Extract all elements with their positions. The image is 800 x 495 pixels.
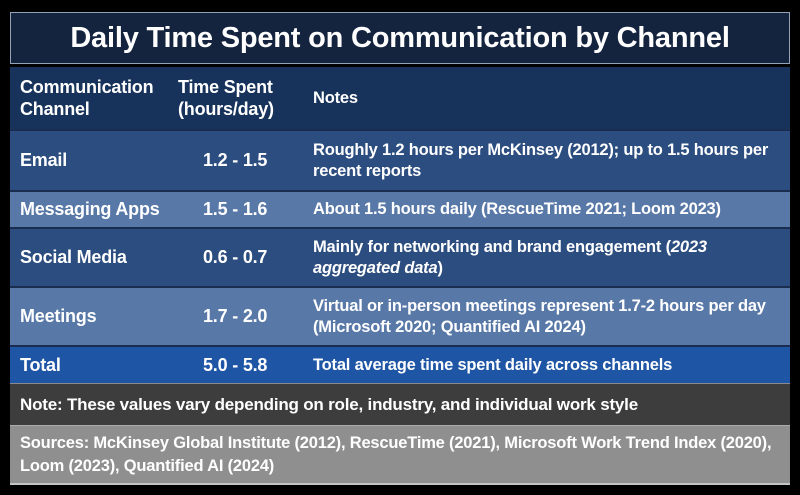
cell-time: 0.6 - 0.7: [203, 247, 268, 268]
note-text: Virtual or in-person meetings represent …: [313, 296, 766, 336]
cell-channel: Messaging Apps: [20, 199, 160, 220]
table-row-messaging-apps: Messaging Apps 1.5 - 1.6 About 1.5 hours…: [10, 190, 790, 227]
header-communication-channel: Communication Channel: [20, 76, 154, 120]
table-header-row: Communication Channel Time Spent (hours/…: [10, 67, 790, 129]
cell-note: Virtual or in-person meetings represent …: [290, 296, 790, 337]
cell-note: Total average time spent daily across ch…: [290, 355, 790, 376]
note-text: Roughly 1.2 hours per McKinsey (2012); u…: [313, 140, 769, 180]
cell-time: 1.5 - 1.6: [203, 199, 268, 220]
slide-content: Daily Time Spent on Communication by Cha…: [10, 12, 790, 485]
note-text: Mainly for networking and brand engageme…: [313, 237, 671, 256]
cell-time: 1.2 - 1.5: [203, 150, 268, 171]
cell-note: About 1.5 hours daily (RescueTime 2021; …: [290, 199, 790, 220]
cell-note: Mainly for networking and brand engageme…: [290, 237, 790, 278]
header-notes: Notes: [313, 88, 358, 107]
note-text: About 1.5 hours daily (RescueTime 2021; …: [313, 200, 721, 219]
cell-note: Roughly 1.2 hours per McKinsey (2012); u…: [290, 140, 790, 181]
cell-channel: Social Media: [20, 247, 127, 268]
cell-time: 1.7 - 2.0: [203, 306, 268, 327]
table-row-email: Email 1.2 - 1.5 Roughly 1.2 hours per Mc…: [10, 129, 790, 190]
footnote-text: Note: These values vary depending on rol…: [20, 394, 638, 414]
sources-text: Sources: McKinsey Global Institute (2012…: [20, 434, 772, 475]
note-text: Total average time spent daily across ch…: [313, 355, 673, 374]
table-row-total: Total 5.0 - 5.8 Total average time spent…: [10, 345, 790, 383]
communication-table: Communication Channel Time Spent (hours/…: [10, 67, 790, 383]
cell-channel: Meetings: [20, 306, 97, 327]
cell-channel: Email: [20, 150, 68, 171]
table-row-meetings: Meetings 1.7 - 2.0 Virtual or in-person …: [10, 286, 790, 345]
table-row-social-media: Social Media 0.6 - 0.7 Mainly for networ…: [10, 227, 790, 286]
page-title: Daily Time Spent on Communication by Cha…: [70, 21, 730, 54]
footnote-bar: Note: These values vary depending on rol…: [10, 383, 790, 425]
title-bar: Daily Time Spent on Communication by Cha…: [10, 12, 790, 64]
header-time-spent: Time Spent (hours/day): [178, 76, 274, 120]
note-suffix-text: ): [437, 258, 443, 277]
sources-bar: Sources: McKinsey Global Institute (2012…: [10, 425, 790, 485]
cell-channel: Total: [20, 354, 61, 375]
cell-time: 5.0 - 5.8: [203, 354, 268, 375]
note-italic-text: 2023 aggregated data: [313, 237, 707, 277]
